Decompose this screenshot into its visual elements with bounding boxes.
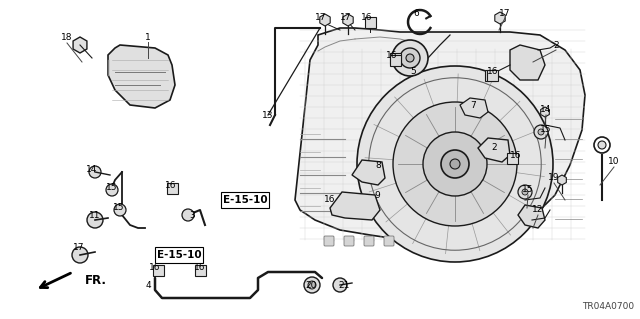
Polygon shape: [73, 37, 87, 53]
Text: 16: 16: [324, 196, 336, 204]
Text: 15: 15: [113, 204, 125, 212]
Circle shape: [450, 159, 460, 169]
Polygon shape: [510, 45, 545, 80]
Polygon shape: [320, 14, 330, 26]
Text: 19: 19: [548, 174, 560, 182]
Text: 16: 16: [487, 68, 499, 77]
Text: 8: 8: [375, 160, 381, 169]
Text: E-15-10: E-15-10: [223, 195, 268, 205]
Polygon shape: [330, 192, 380, 220]
Text: 16: 16: [361, 13, 372, 23]
Text: 3: 3: [189, 211, 195, 219]
Polygon shape: [295, 28, 585, 240]
Text: 7: 7: [470, 100, 476, 109]
Polygon shape: [352, 160, 385, 185]
Polygon shape: [460, 98, 488, 118]
FancyBboxPatch shape: [344, 236, 354, 246]
Circle shape: [72, 247, 88, 263]
FancyBboxPatch shape: [384, 236, 394, 246]
Text: 2: 2: [491, 144, 497, 152]
Text: 14: 14: [540, 106, 552, 115]
Text: 2: 2: [553, 41, 559, 49]
Polygon shape: [343, 14, 353, 26]
Polygon shape: [478, 138, 510, 162]
FancyBboxPatch shape: [324, 236, 334, 246]
Text: 16: 16: [149, 263, 161, 272]
Circle shape: [392, 40, 428, 76]
Text: 11: 11: [89, 211, 100, 220]
Circle shape: [518, 185, 532, 199]
Circle shape: [357, 66, 553, 262]
Text: 10: 10: [608, 158, 620, 167]
Text: 13: 13: [262, 112, 274, 121]
FancyBboxPatch shape: [166, 182, 177, 194]
Polygon shape: [495, 12, 505, 24]
Text: 17: 17: [316, 13, 327, 23]
Text: 12: 12: [532, 205, 544, 214]
Text: 16: 16: [195, 263, 205, 272]
Text: 1: 1: [145, 33, 151, 42]
Text: 15: 15: [522, 186, 534, 195]
Circle shape: [400, 48, 420, 68]
Text: 5: 5: [410, 68, 416, 77]
Polygon shape: [108, 45, 175, 108]
Polygon shape: [541, 107, 549, 117]
Text: 17: 17: [499, 10, 511, 19]
Circle shape: [538, 129, 544, 135]
Text: 17: 17: [340, 13, 352, 23]
FancyBboxPatch shape: [365, 17, 376, 27]
FancyBboxPatch shape: [506, 152, 518, 164]
FancyBboxPatch shape: [155, 247, 203, 263]
Text: 15: 15: [540, 125, 552, 135]
Circle shape: [522, 189, 528, 195]
Text: 15: 15: [106, 183, 118, 192]
Text: 14: 14: [86, 166, 98, 174]
Circle shape: [534, 125, 548, 139]
FancyBboxPatch shape: [486, 70, 497, 80]
Text: 16: 16: [510, 151, 522, 160]
Text: 16: 16: [165, 182, 177, 190]
FancyBboxPatch shape: [484, 70, 495, 80]
FancyBboxPatch shape: [390, 53, 401, 63]
Text: 20: 20: [305, 280, 317, 290]
Text: 6: 6: [413, 10, 419, 19]
FancyBboxPatch shape: [195, 264, 205, 276]
FancyBboxPatch shape: [364, 236, 374, 246]
Circle shape: [393, 102, 517, 226]
Circle shape: [304, 277, 320, 293]
Circle shape: [441, 150, 469, 178]
Circle shape: [406, 54, 414, 62]
Circle shape: [114, 204, 126, 216]
Polygon shape: [518, 205, 545, 228]
Text: 17: 17: [73, 243, 84, 253]
Circle shape: [598, 141, 606, 149]
Text: FR.: FR.: [85, 273, 107, 286]
Circle shape: [333, 278, 347, 292]
Text: 4: 4: [145, 280, 151, 290]
FancyBboxPatch shape: [390, 55, 401, 65]
Circle shape: [308, 281, 316, 289]
Circle shape: [594, 137, 610, 153]
FancyBboxPatch shape: [152, 264, 163, 276]
Polygon shape: [557, 175, 566, 185]
Text: TR04A0700: TR04A0700: [582, 302, 634, 311]
Text: 21: 21: [339, 280, 349, 290]
Circle shape: [182, 209, 194, 221]
Circle shape: [87, 212, 103, 228]
Circle shape: [423, 132, 487, 196]
Text: E-15-10: E-15-10: [157, 250, 202, 260]
Circle shape: [106, 184, 118, 196]
Circle shape: [89, 166, 101, 178]
Text: 18: 18: [61, 33, 73, 42]
Text: 9: 9: [374, 191, 380, 201]
Text: 16: 16: [387, 50, 397, 60]
FancyBboxPatch shape: [221, 192, 269, 208]
